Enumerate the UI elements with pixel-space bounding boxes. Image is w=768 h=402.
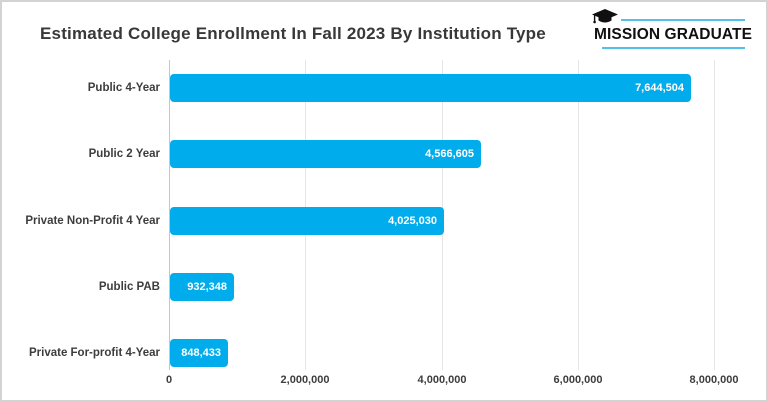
bar: 4,025,030 (170, 207, 444, 235)
x-tick-label: 8,000,000 (689, 374, 739, 386)
category-label: Public 4-Year (87, 82, 160, 94)
plot-area: Public 4-Year 7,644,504 Public 2 Year 4,566… (25, 60, 752, 394)
bar-value-label: 932,348 (187, 281, 227, 293)
bar: 7,644,504 (170, 74, 691, 102)
graduation-cap-icon (592, 9, 618, 24)
logo-bottom-accent-line (602, 47, 745, 49)
bar: 848,433 (170, 339, 228, 367)
category-label: Public PAB (98, 281, 160, 293)
bar: 932,348 (170, 273, 234, 301)
x-tick-label: 0 (165, 374, 173, 386)
bar-value-label: 4,566,605 (425, 148, 474, 160)
gridline (714, 60, 715, 370)
x-tick-label: 6,000,000 (553, 374, 603, 386)
category-label: Public 2 Year (88, 148, 160, 160)
category-label: Private For-profit 4-Year (28, 347, 160, 359)
logo-text: MISSION GRADUATE (594, 26, 753, 43)
bar-value-label: 848,433 (181, 347, 221, 359)
chart-title: Estimated College Enrollment In Fall 202… (40, 24, 546, 43)
bar: 4,566,605 (170, 140, 481, 168)
x-tick-label: 2,000,000 (280, 374, 330, 386)
gridline (578, 60, 579, 370)
logo-top-accent-line (621, 19, 745, 21)
category-label: Private Non-Profit 4 Year (25, 215, 160, 227)
mission-graduate-logo: MISSION GRADUATE (592, 9, 752, 49)
bar-value-label: 4,025,030 (388, 215, 437, 227)
x-tick-label: 4,000,000 (417, 374, 467, 386)
y-axis-line (169, 60, 170, 370)
bar-value-label: 7,644,504 (635, 82, 684, 94)
